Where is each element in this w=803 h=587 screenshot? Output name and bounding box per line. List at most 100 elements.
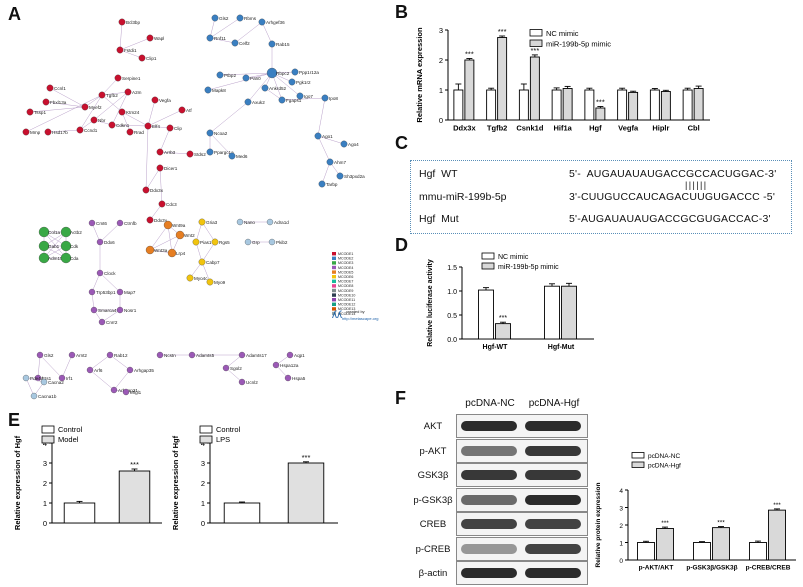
- bar-series-1: [118, 470, 151, 524]
- band-hgf: [525, 519, 581, 529]
- network-node-label: Ipo8: [329, 96, 338, 101]
- network-node-label: Clip: [174, 126, 182, 131]
- legend-label: LPS: [216, 435, 230, 444]
- y-tick-label: 2: [439, 56, 443, 65]
- network-node-label: Cacna1b: [38, 394, 57, 399]
- network-node: [118, 108, 126, 116]
- network-node: [40, 378, 48, 386]
- legend-swatch: [199, 435, 213, 444]
- network-node: [60, 240, 72, 252]
- network-node-label: Arhgef36: [266, 20, 285, 25]
- network-node: [288, 78, 296, 86]
- network-node-label: Nano: [244, 220, 255, 225]
- network-node: [266, 218, 274, 226]
- network-node: [158, 200, 166, 208]
- bar-nc-mimic-0: [453, 89, 464, 121]
- x-tick-label: Hiplr: [652, 124, 669, 133]
- band-hgf: [525, 494, 581, 505]
- network-node-label: Sh3pxd2a: [344, 174, 365, 179]
- network-node: [81, 103, 89, 111]
- legend-swatch: [332, 279, 336, 283]
- bar-nc-mimic-5: [617, 89, 628, 121]
- network-node-label: Serpine1: [122, 76, 141, 81]
- network-node-label: Cdk: [70, 244, 79, 249]
- network-node-label: Hspa5: [292, 376, 306, 381]
- network-edge: [209, 17, 216, 39]
- x-tick-label: Cbl: [688, 124, 700, 133]
- network-node-label: Stds2: [194, 152, 206, 157]
- significance-stars: ***: [661, 520, 669, 527]
- y-tick-label: 0: [439, 116, 443, 125]
- band-nc: [461, 568, 517, 578]
- network-node: [236, 14, 244, 22]
- network-node-label: Cacna2: [48, 380, 64, 385]
- network-edge: [101, 309, 121, 323]
- legend-label: miR-199b-5p mimic: [498, 264, 559, 271]
- panel-label-f: F: [395, 388, 406, 408]
- network-edge: [317, 135, 331, 163]
- network-edge: [121, 111, 131, 133]
- network-node: [38, 240, 50, 252]
- network-node: [326, 158, 334, 166]
- network-node-label: Pkib2: [276, 240, 288, 245]
- network-node-label: Ncstn: [164, 353, 176, 358]
- x-tick-label: p-GSK3β/GSK3β: [686, 565, 737, 572]
- network-edge: [147, 99, 156, 127]
- network-node: [206, 34, 214, 42]
- blot-strip: [456, 561, 588, 585]
- network-node: [126, 366, 134, 374]
- network-edge: [167, 224, 173, 254]
- network-node-label: Axuk2: [252, 100, 265, 105]
- chart-d: 0.0 0.5 1.0 1.5 Relative luciferase activity…: [427, 252, 594, 351]
- network-edge: [111, 91, 129, 126]
- y-axis-label: Relative mRNA expression: [415, 27, 424, 123]
- significance-stars: ***: [130, 460, 139, 469]
- network-node: [146, 34, 154, 42]
- y-tick-label: 1: [201, 499, 205, 508]
- network-node-label: Sgol2: [230, 366, 242, 371]
- network-edge: [149, 224, 169, 251]
- bar-pcdna-hgf-2: [768, 509, 786, 561]
- bar-pcdna-nc-1: [693, 542, 711, 561]
- network-node-label: Arhgap35: [134, 368, 154, 373]
- network-edge: [209, 17, 241, 39]
- network-node-label: Celf2: [239, 41, 250, 46]
- network-node-label: Cdkn1: [116, 123, 130, 128]
- network-node-label: Fgaps1: [286, 98, 302, 103]
- network-node: [146, 216, 154, 224]
- network-edge: [321, 161, 331, 185]
- network-node-label: Myo4c: [194, 276, 208, 281]
- network-node: [272, 361, 280, 369]
- network-edge: [225, 367, 243, 383]
- legend-label: Control: [58, 425, 83, 434]
- network-node-label: Adm15: [48, 256, 63, 261]
- legend-swatch: [332, 311, 336, 316]
- network-node-label: Cda: [70, 256, 79, 261]
- band-nc: [461, 421, 517, 431]
- network-node-label: Ncoa2: [214, 131, 228, 136]
- network-node-label: Tgfb2: [106, 93, 118, 98]
- network-node-label: Ago1: [322, 134, 333, 139]
- network-edge: [111, 124, 149, 127]
- network-node-label: Ago4: [348, 142, 359, 147]
- band-nc: [461, 519, 517, 529]
- x-tick-label: Hgf-WT: [483, 344, 509, 351]
- y-tick-label: 2: [43, 479, 47, 488]
- network-node: [126, 128, 134, 136]
- network-edge: [101, 91, 129, 96]
- network-node-label: Lrp4: [176, 251, 186, 256]
- chart-f: 0 1 2 3 4 Relative protein expression *** p-AKT…: [595, 452, 796, 572]
- legend-label: NC mimic: [546, 29, 579, 38]
- network-edge: [113, 369, 131, 391]
- bar-mir-199b-5p-mimic-3: [562, 88, 573, 121]
- y-tick-label: 1: [43, 499, 47, 508]
- network-node: [206, 129, 214, 137]
- network-node: [186, 150, 194, 158]
- bar-series-0: [223, 502, 261, 524]
- network-node: [26, 108, 34, 116]
- network-node-label: Ppargc1a: [214, 150, 234, 155]
- band-hgf: [525, 445, 581, 456]
- network-node-label: Ktm24: [126, 110, 140, 115]
- panel-label-b: B: [395, 2, 408, 22]
- network-node-label: Igo7: [304, 94, 313, 99]
